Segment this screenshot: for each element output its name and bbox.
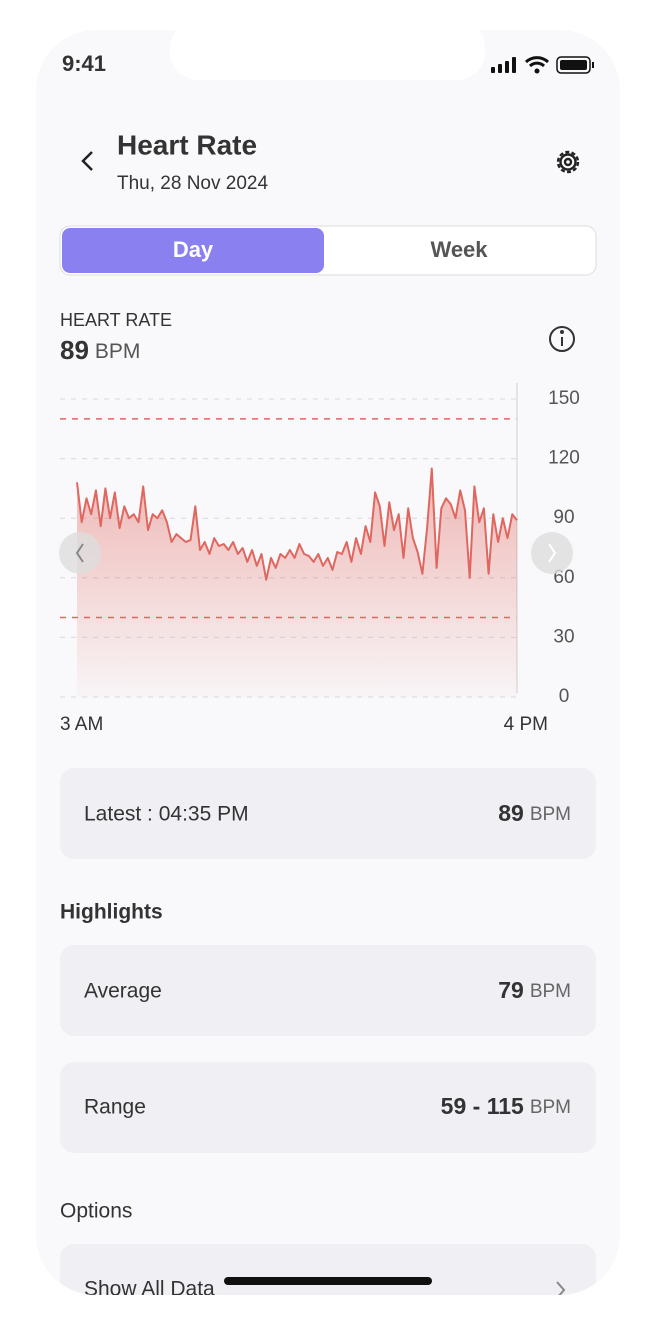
page-date: Thu, 28 Nov 2024 [117,173,268,194]
average-reading: 79 BPM [498,977,571,1003]
info-button[interactable] [549,326,575,352]
notch [170,30,485,80]
area-line [76,467,518,581]
metric-value: 89 [60,335,89,365]
page-title: Heart Rate [117,129,257,160]
latest-unit: BPM [530,804,571,825]
tab-label[interactable]: Week [430,237,488,262]
y-tick-label: 0 [559,686,570,707]
status-icons [491,56,594,74]
settings-button[interactable] [556,150,580,174]
metric-reading: 89 BPM [60,335,140,365]
prev-icon [75,543,84,563]
option-chevron [556,1281,566,1295]
option-label: Show All Data [84,1278,215,1301]
range-unit: BPM [530,1097,571,1118]
range-label: Range [84,1096,146,1119]
average-card [60,945,596,1036]
option-card[interactable] [60,1244,596,1326]
y-tick-label: 150 [548,388,580,409]
average-label: Average [84,980,162,1003]
latest-value: 89 [498,800,524,826]
range-card [60,1062,596,1153]
metric-unit: BPM [95,340,141,363]
latest-reading: 89 BPM [498,800,571,826]
metric-label: HEART RATE [60,310,172,330]
latest-card [60,768,596,859]
status-time: 9:41 [62,51,106,76]
next-button[interactable] [531,532,573,574]
average-unit: BPM [530,981,571,1002]
latest-label: Latest : 04:35 PM [84,803,249,826]
range-value: 59 - 115 [441,1093,524,1119]
y-tick-label: 120 [548,448,580,469]
content: 9:41 Heart Rate Thu, 28 Nov 2024 Day Week… [59,30,597,1326]
tab-label[interactable]: Day [173,237,214,262]
home-indicator [224,1277,432,1285]
prev-button[interactable] [59,532,101,574]
y-tick-label: 30 [553,626,574,647]
average-value: 79 [498,977,524,1003]
x-tick-label: 3 AM [60,714,103,735]
back-button[interactable] [81,151,93,171]
active-tab [62,228,324,273]
y-tick-label: 90 [553,507,574,528]
x-tick-label: 4 PM [504,714,548,735]
next-icon [548,543,557,563]
highlights-title: Highlights [60,901,163,924]
options-title: Options [60,1200,132,1223]
range-reading: 59 - 115 BPM [441,1093,571,1119]
